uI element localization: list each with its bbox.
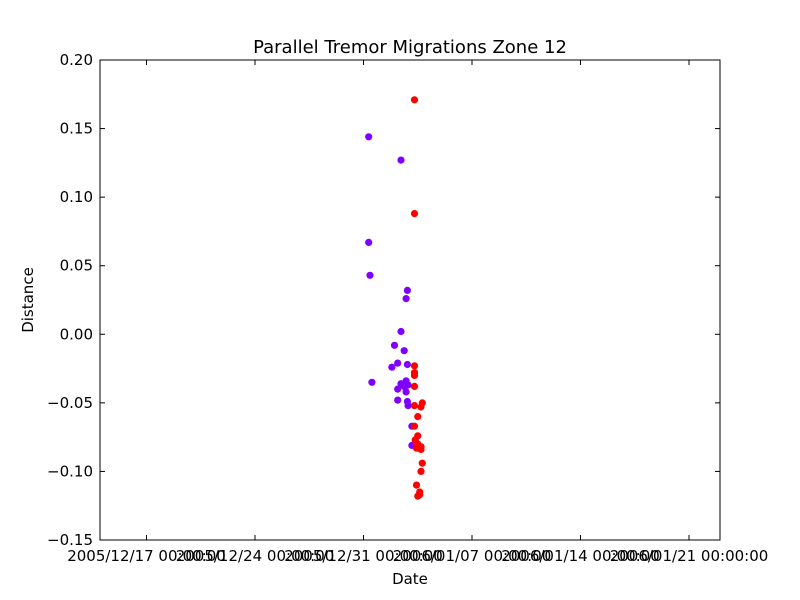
data-point-0-18 bbox=[402, 388, 410, 396]
data-point-1-22 bbox=[416, 491, 424, 499]
data-point-1-1 bbox=[410, 210, 419, 218]
data-point-1-9 bbox=[414, 413, 422, 421]
data-point-0-2 bbox=[366, 271, 374, 279]
data-point-0-12 bbox=[388, 363, 396, 371]
data-point-0-3 bbox=[368, 378, 376, 386]
y-tick-label-4: 0.00 bbox=[60, 325, 93, 343]
data-point-0-10 bbox=[394, 359, 402, 367]
chart-title: Parallel Tremor Migrations Zone 12 bbox=[253, 37, 567, 58]
data-point-0-8 bbox=[390, 341, 399, 349]
x-tick-label-4: 2006/01/14 00:00:00 bbox=[501, 547, 660, 565]
data-point-0-4 bbox=[397, 156, 405, 164]
x-tick-label-3: 2006/01/07 00:00:00 bbox=[393, 547, 552, 565]
y-tick-label-7: −0.15 bbox=[47, 531, 93, 549]
data-point-1-6 bbox=[410, 402, 419, 410]
data-point-1-0 bbox=[410, 96, 419, 104]
y-tick-label-2: 0.10 bbox=[60, 188, 93, 206]
data-point-1-19 bbox=[412, 481, 421, 489]
data-point-1-16 bbox=[417, 445, 425, 454]
data-point-0-21 bbox=[404, 402, 412, 410]
x-tick-label-0: 2005/12/17 00:00:00 bbox=[67, 547, 226, 565]
data-point-1-8 bbox=[417, 403, 425, 411]
data-point-0-5 bbox=[403, 286, 411, 294]
data-point-0-1 bbox=[365, 238, 373, 246]
y-tick-label-5: −0.05 bbox=[47, 394, 93, 412]
data-point-0-0 bbox=[365, 133, 373, 141]
data-point-0-9 bbox=[400, 347, 408, 355]
data-point-1-4 bbox=[410, 371, 419, 379]
y-tick-label-0: 0.20 bbox=[60, 51, 93, 69]
plot-frame bbox=[99, 59, 721, 541]
x-tick-label-1: 2005/12/24 00:00:00 bbox=[176, 547, 335, 565]
data-points bbox=[365, 96, 426, 500]
y-axis-label: Distance bbox=[19, 267, 37, 333]
data-point-1-10 bbox=[410, 422, 419, 430]
x-axis-label: Date bbox=[392, 570, 428, 588]
data-point-0-17 bbox=[400, 382, 408, 390]
y-tick-label-1: 0.15 bbox=[60, 120, 93, 138]
data-point-0-11 bbox=[403, 360, 411, 369]
data-point-0-16 bbox=[394, 385, 402, 393]
data-point-1-17 bbox=[418, 459, 426, 467]
y-tick-label-6: −0.10 bbox=[47, 462, 93, 480]
data-point-1-5 bbox=[410, 382, 419, 390]
x-tick-label-2: 2005/12/31 00:00:00 bbox=[284, 547, 443, 565]
data-point-0-7 bbox=[397, 327, 405, 336]
data-point-1-18 bbox=[417, 467, 425, 475]
data-point-0-19 bbox=[394, 396, 402, 404]
data-point-1-2 bbox=[410, 362, 419, 370]
y-tick-label-3: 0.05 bbox=[60, 257, 93, 275]
data-point-0-6 bbox=[402, 295, 410, 303]
x-tick-label-5: 2006/01/21 00:00:00 bbox=[610, 547, 769, 565]
